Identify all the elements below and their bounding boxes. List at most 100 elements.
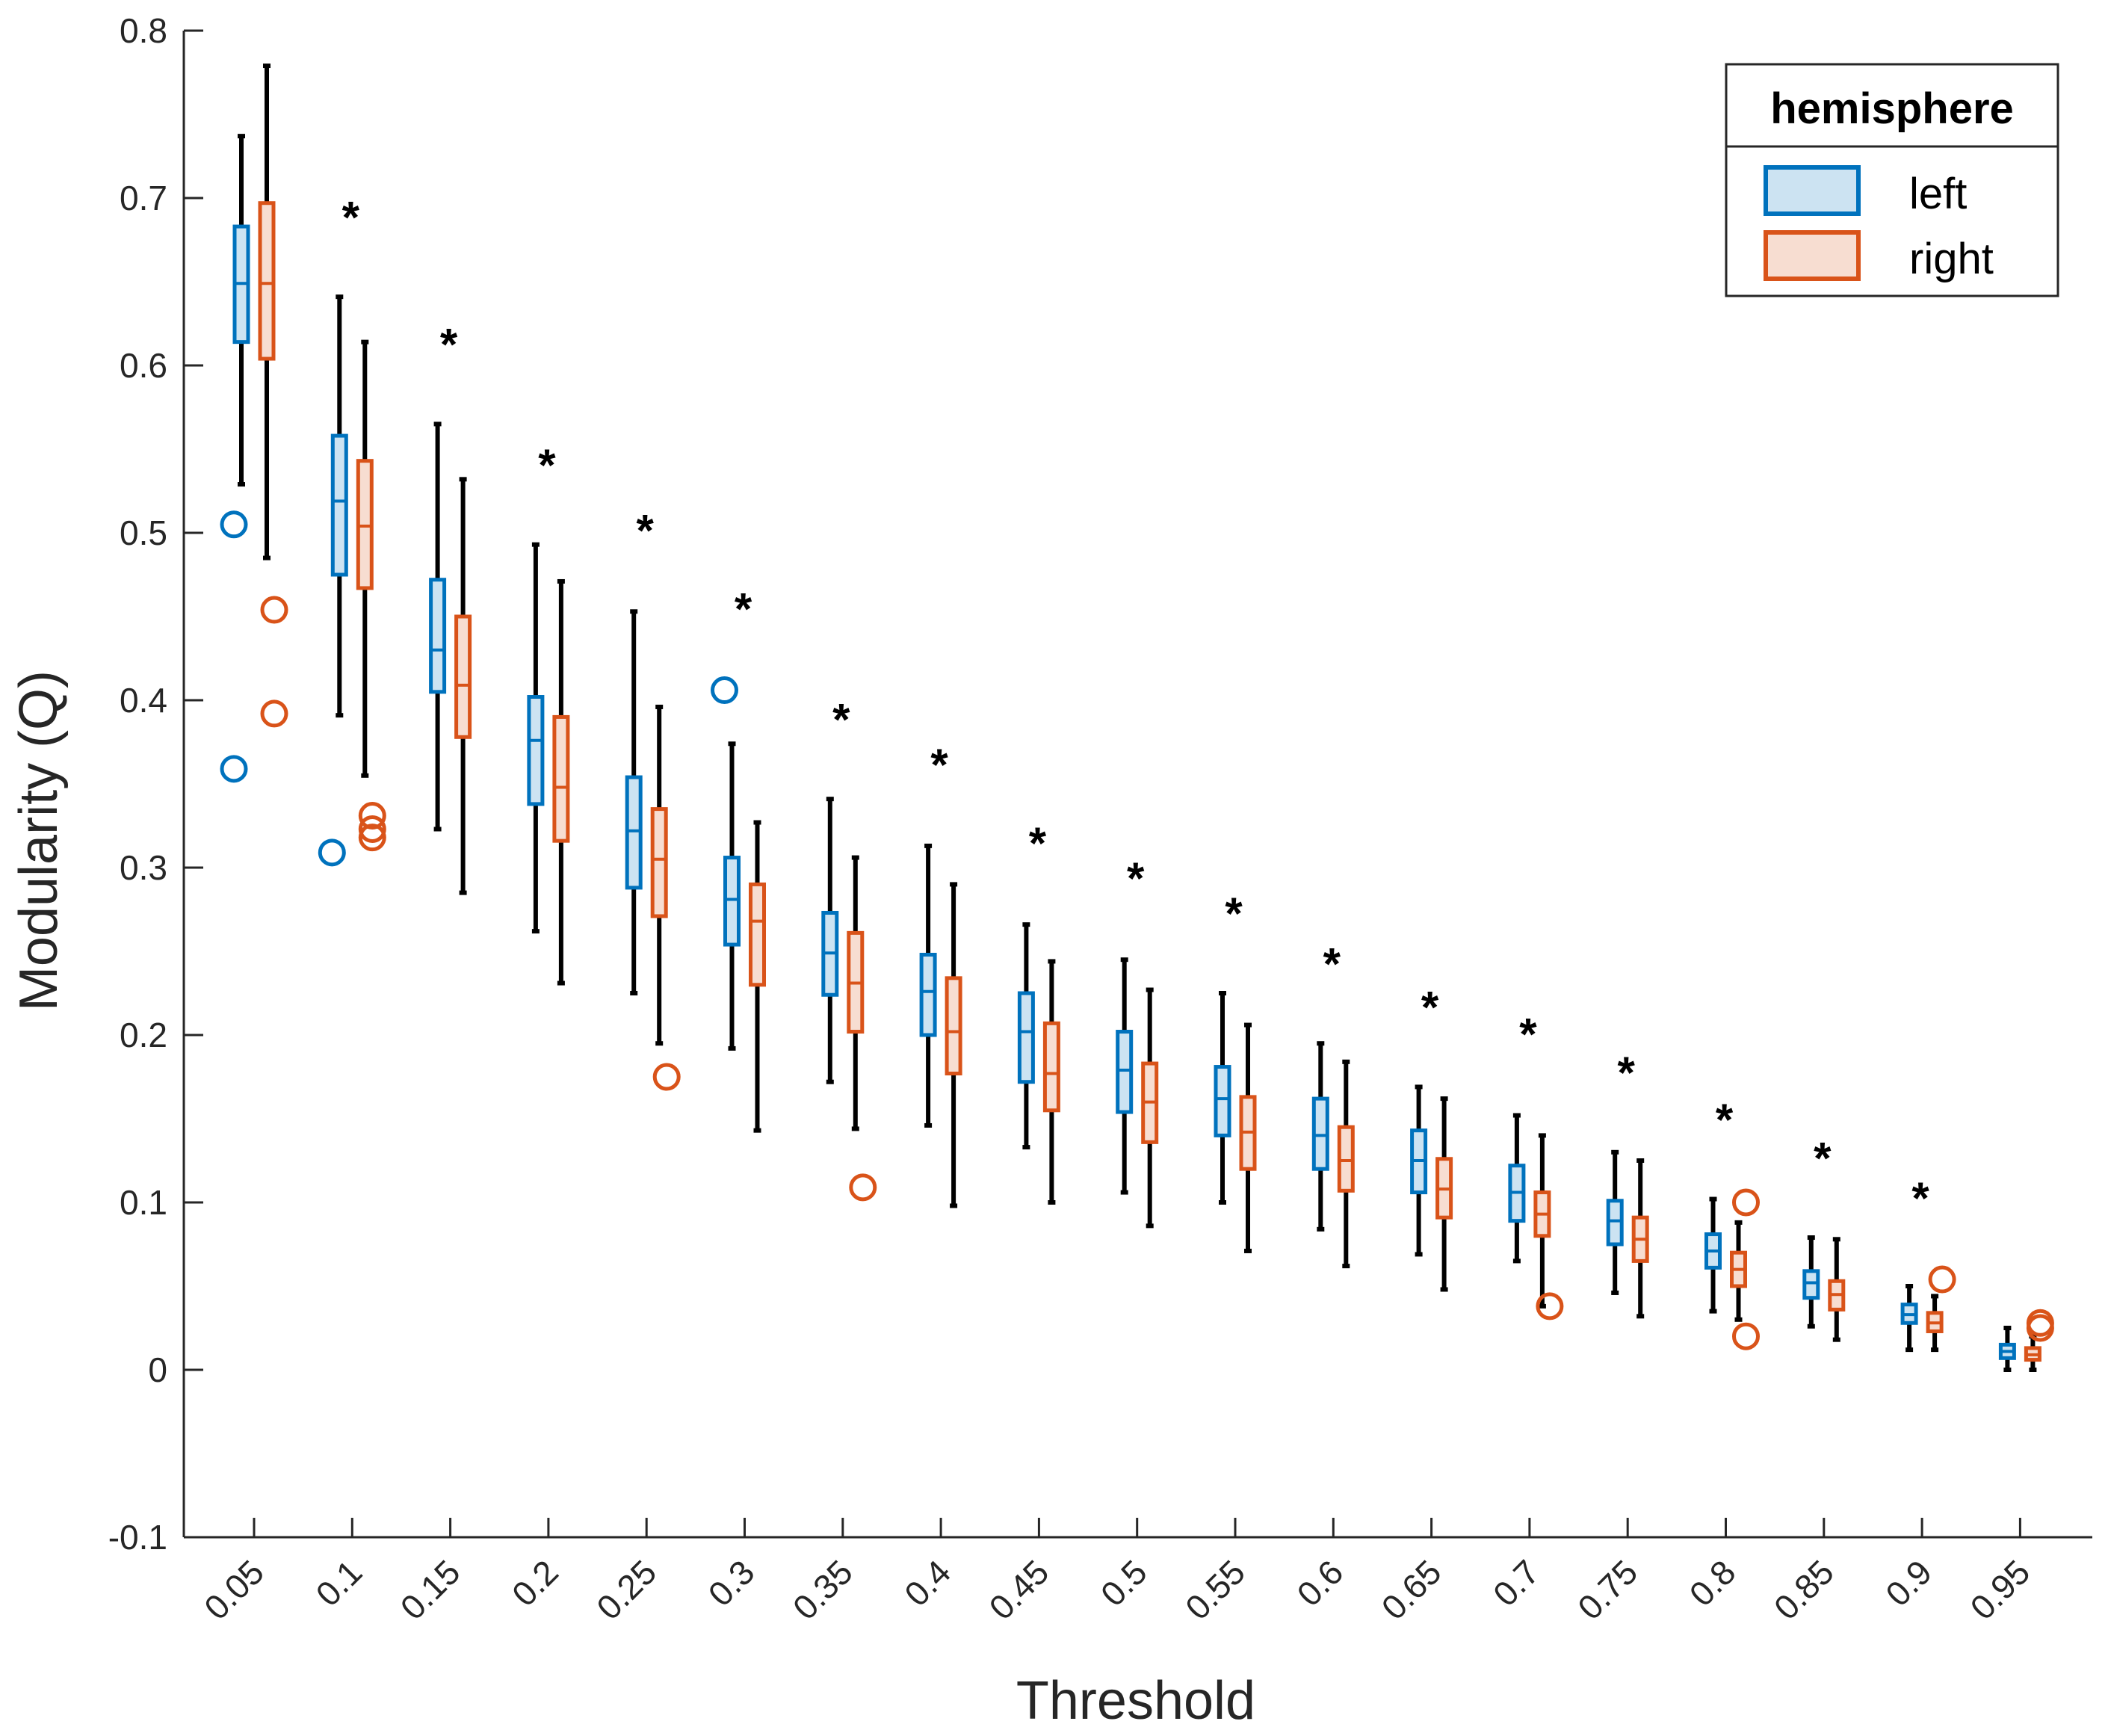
x-tick-label: 0.65 (1374, 1552, 1449, 1627)
box-right-0.45 (1042, 959, 1060, 1205)
box-body (945, 976, 962, 1076)
outlier-point (318, 838, 346, 867)
significance-star: * (1716, 1095, 1734, 1145)
box-right-0.65 (1435, 1096, 1453, 1292)
y-tick-label: 0.6 (120, 346, 167, 385)
significance-star: * (1029, 818, 1047, 868)
x-tick-label: 0.25 (589, 1552, 664, 1627)
box-right-0.7 (1533, 1133, 1564, 1320)
box-body (1042, 1021, 1060, 1113)
y-axis: -0.1 0 0.1 0.2 0.3 0.4 0.5 0.6 0.7 0.8 (108, 11, 203, 1557)
box-body (330, 433, 348, 577)
significance-star: * (735, 584, 752, 634)
box-body (1116, 1030, 1134, 1114)
box-left-0.55 (1214, 991, 1231, 1205)
significance-star: * (1323, 939, 1341, 989)
box-right-0.75 (1631, 1158, 1649, 1319)
significance-star: * (538, 440, 556, 490)
outlier-point (358, 802, 386, 830)
x-tick-label: 0.4 (897, 1552, 958, 1613)
y-tick-label: 0.3 (120, 848, 167, 887)
box-right-0.1 (356, 339, 386, 852)
outlier-point (220, 755, 248, 783)
legend-swatch-right (1764, 230, 1861, 281)
outlier-point (220, 510, 248, 539)
box-right-0.05 (258, 64, 288, 728)
outlier-point (2026, 1314, 2054, 1342)
outlier-point (652, 1063, 681, 1091)
y-axis-title: Modularity (Q) (9, 670, 69, 1011)
box-left-0.65 (1410, 1084, 1428, 1257)
significance-star: * (1519, 1010, 1537, 1060)
box-right-0.85 (1828, 1237, 1846, 1342)
significance-star: * (1225, 889, 1243, 939)
x-tick-label: 0.1 (308, 1552, 369, 1613)
outlier-point (1732, 1322, 1760, 1350)
plot-area: * * * * * * * * * * * * * * * * * (220, 64, 2054, 1372)
box-body (552, 714, 570, 843)
outlier-point (358, 824, 386, 852)
box-left-0.05 (220, 134, 250, 783)
box-body (1214, 1065, 1231, 1137)
box-left-0.1 (318, 294, 348, 867)
significance-star: * (342, 192, 360, 242)
significance-star: * (832, 694, 850, 744)
x-tick-label: 0.35 (785, 1552, 860, 1627)
significance-star: * (1421, 983, 1439, 1033)
box-right-0.9 (1926, 1265, 1956, 1353)
box-body (1606, 1199, 1624, 1247)
box-left-0.2 (527, 542, 545, 934)
legend-label-left: left (1909, 170, 1967, 218)
box-body (429, 578, 447, 694)
x-tick-label: 0.8 (1682, 1552, 1743, 1613)
box-body (749, 882, 766, 987)
x-tick-label: 0.2 (504, 1552, 566, 1613)
box-right-0.55 (1239, 1022, 1257, 1253)
y-tick-label: -0.1 (108, 1518, 167, 1557)
x-tick-label: 0.7 (1486, 1552, 1547, 1613)
outlier-point (1732, 1188, 1760, 1217)
x-tick-label: 0.5 (1093, 1552, 1155, 1613)
outlier-point (849, 1173, 877, 1202)
box-right-0.35 (847, 855, 877, 1202)
box-body (527, 695, 545, 806)
box-left-0.35 (821, 797, 839, 1084)
box-body (1017, 991, 1035, 1084)
box-right-0.5 (1141, 987, 1159, 1229)
significance-star: * (637, 505, 655, 555)
outlier-point (1536, 1292, 1564, 1320)
legend-title: hemisphere (1770, 84, 2014, 133)
x-axis-title: Threshold (1016, 1671, 1255, 1731)
y-tick-label: 0.4 (120, 681, 167, 720)
box-left-0.45 (1017, 922, 1035, 1150)
x-tick-label: 0.85 (1767, 1552, 1841, 1627)
box-body (625, 775, 643, 890)
box-left-0.75 (1606, 1149, 1624, 1295)
box-left-0.15 (429, 421, 447, 832)
x-tick-label: 0.75 (1570, 1552, 1645, 1627)
significance-star: * (440, 320, 458, 370)
outlier-point (260, 699, 288, 728)
significance-star: * (1618, 1048, 1636, 1098)
box-body (1337, 1125, 1355, 1193)
outlier-point (260, 596, 288, 624)
x-tick-label: 0.45 (981, 1552, 1056, 1627)
significance-star: * (1814, 1133, 1832, 1183)
x-axis: 0.05 0.1 0.15 0.2 0.25 0.3 0.35 0.4 0.45 0.5 0.55 0… (184, 1518, 2092, 1627)
significance-star: * (930, 740, 948, 790)
x-tick-label: 0.05 (197, 1552, 271, 1627)
box-body (454, 614, 472, 739)
y-tick-label: 0.1 (120, 1183, 167, 1222)
box-left-0.9 (1900, 1284, 1918, 1353)
y-tick-label: 0 (148, 1350, 167, 1389)
significance-star: * (1911, 1173, 1929, 1223)
box-right-0.95 (2024, 1309, 2054, 1372)
box-left-0.7 (1508, 1113, 1526, 1264)
x-tick-label: 0.3 (701, 1552, 762, 1613)
box-body (1802, 1269, 1820, 1300)
x-tick-label: 0.55 (1178, 1552, 1252, 1627)
box-left-0.25 (625, 609, 643, 995)
box-body (723, 856, 741, 947)
box-right-0.15 (454, 477, 472, 895)
